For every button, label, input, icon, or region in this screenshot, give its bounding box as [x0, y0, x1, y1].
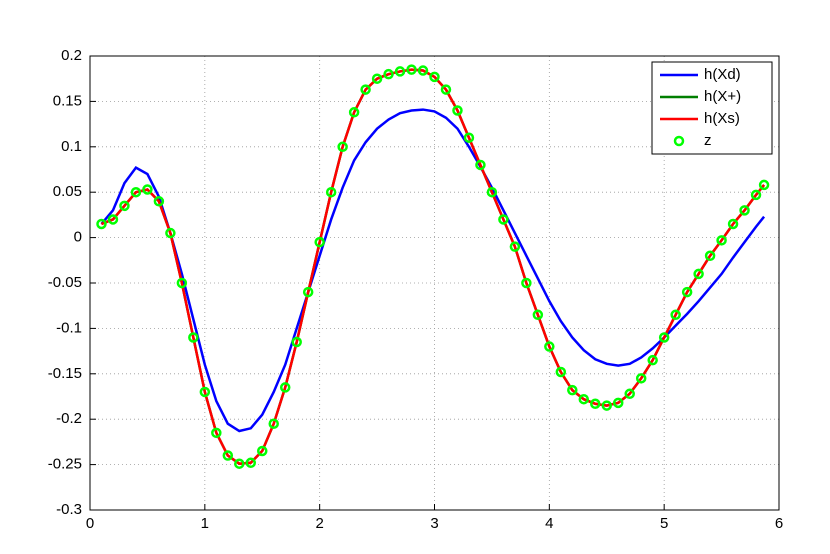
- legend-box: [651, 61, 773, 155]
- data-point: [302, 286, 314, 298]
- data-point: [567, 384, 578, 396]
- data-point: [130, 186, 142, 198]
- x-tick-label: 0: [86, 515, 94, 532]
- data-point: [647, 354, 658, 366]
- data-point: [325, 186, 337, 198]
- x-tick-label: 5: [660, 515, 668, 532]
- legend-label: h(Xd): [704, 66, 741, 83]
- data-point: [337, 141, 348, 153]
- y-tick-label: 0: [74, 229, 82, 246]
- data-point: [245, 457, 257, 469]
- data-point: [107, 214, 119, 225]
- x-tick-label: 2: [315, 515, 323, 532]
- legend-label: h(X+): [704, 88, 741, 105]
- data-point: [188, 332, 199, 343]
- data-point: [348, 107, 360, 118]
- data-point: [394, 66, 406, 77]
- data-point: [739, 205, 750, 216]
- data-point: [279, 382, 291, 393]
- data-point: [590, 398, 601, 410]
- data-point: [716, 235, 727, 246]
- data-point: [544, 341, 555, 352]
- y-tick-label: 0.05: [53, 183, 82, 200]
- data-point: [268, 418, 279, 429]
- data-point: [429, 71, 440, 83]
- y-tick-label: -0.1: [56, 319, 82, 336]
- data-point: [532, 309, 544, 321]
- data-point: [635, 373, 647, 384]
- x-tick-label: 3: [430, 515, 438, 532]
- x-tick-label: 4: [545, 515, 553, 532]
- axes-box: [89, 55, 780, 511]
- data-point: [440, 84, 452, 95]
- data-point: [406, 64, 417, 75]
- data-point: [601, 400, 612, 411]
- data-point: [165, 227, 176, 239]
- data-point: [521, 277, 532, 289]
- data-point: [291, 336, 302, 348]
- y-tick-label: -0.25: [48, 456, 82, 473]
- series-line: [100, 108, 766, 433]
- legend-label: z: [704, 132, 712, 149]
- data-point: [578, 393, 590, 405]
- data-point: [142, 184, 153, 195]
- x-tick-label: 1: [201, 515, 209, 532]
- y-tick-label: 0.2: [61, 47, 82, 64]
- legend-marker: [673, 135, 685, 147]
- y-tick-label: 0.15: [53, 92, 82, 109]
- data-point: [176, 277, 188, 289]
- data-point: [704, 250, 716, 262]
- data-point: [234, 458, 245, 469]
- data-point: [417, 65, 429, 76]
- series-line: [101, 68, 766, 465]
- legend-label: h(Xs): [704, 110, 740, 127]
- data-point: [463, 132, 475, 143]
- y-tick-label: -0.05: [48, 274, 82, 291]
- data-point: [670, 309, 681, 321]
- y-tick-label: -0.3: [56, 501, 82, 518]
- y-tick-label: -0.2: [56, 410, 82, 427]
- data-point: [681, 286, 693, 298]
- data-point: [475, 159, 486, 171]
- data-point: [624, 388, 635, 400]
- data-point: [119, 200, 130, 212]
- data-point: [452, 105, 463, 116]
- data-point: [383, 68, 394, 80]
- data-point: [314, 236, 325, 248]
- x-tick-label: 6: [775, 515, 783, 532]
- data-point: [96, 218, 107, 230]
- data-point: [486, 186, 498, 198]
- data-point: [498, 214, 509, 225]
- data-point: [371, 73, 383, 84]
- y-tick-label: 0.1: [61, 138, 82, 155]
- data-point: [555, 366, 567, 378]
- data-point: [612, 397, 624, 409]
- data-point: [199, 386, 211, 398]
- data-point: [693, 268, 704, 280]
- data-point: [758, 179, 770, 191]
- data-point: [257, 445, 268, 457]
- data-point: [222, 450, 234, 461]
- data-point: [509, 241, 521, 252]
- data-point: [211, 427, 222, 439]
- data-point: [360, 84, 371, 95]
- y-tick-label: -0.15: [48, 365, 82, 382]
- data-point: [153, 196, 165, 207]
- data-point: [727, 218, 739, 230]
- data-point: [658, 332, 670, 343]
- data-point: [750, 189, 762, 201]
